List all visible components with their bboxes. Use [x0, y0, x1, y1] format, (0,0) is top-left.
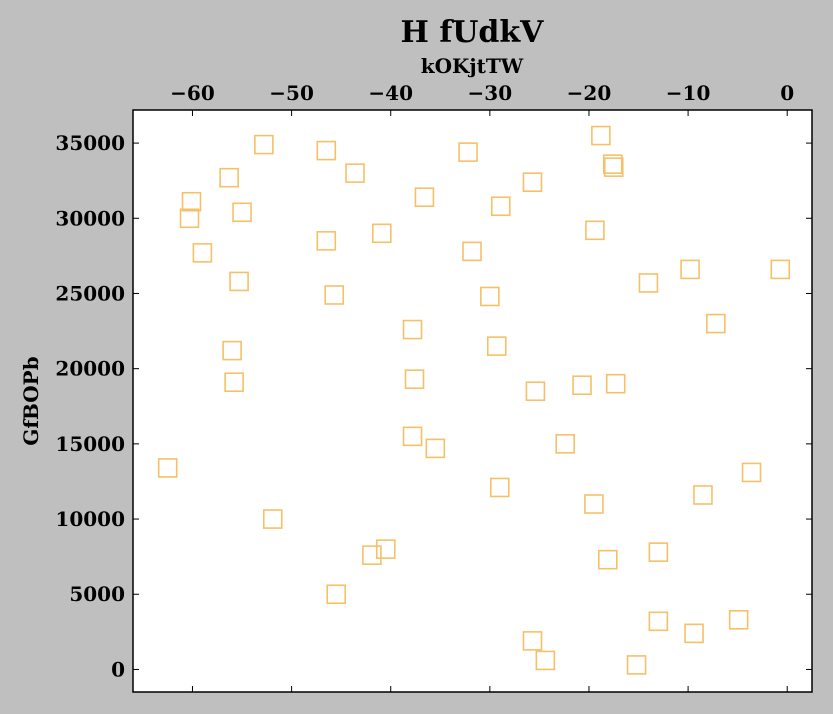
data-point	[375, 539, 396, 559]
y-tick-label: 10000	[55, 507, 125, 531]
data-point	[680, 259, 700, 280]
y-tick-label: 0	[111, 657, 125, 681]
data-point	[706, 313, 726, 334]
data-point	[535, 650, 556, 671]
x-tick-label: −30	[468, 81, 513, 105]
data-point	[219, 167, 239, 188]
y-axis-label: GfBOPb	[19, 356, 43, 445]
x-tick-label: −40	[368, 81, 413, 105]
x-axis-ticks: −60 −50 −40 −30 −20 −10 0	[170, 81, 794, 692]
chart-title: H fUdkV	[401, 15, 545, 50]
data-point	[262, 509, 283, 529]
data-point	[362, 545, 382, 565]
x-axis-label: kOKjtTW	[421, 54, 524, 78]
data-point	[522, 631, 543, 651]
data-point	[326, 584, 347, 605]
data-point	[591, 125, 611, 146]
data-point	[555, 434, 575, 454]
data-point	[638, 273, 659, 293]
data-point	[462, 241, 482, 262]
data-point	[684, 623, 704, 644]
data-point	[192, 243, 213, 263]
y-tick-label: 5000	[69, 582, 125, 606]
data-point	[486, 336, 507, 356]
data-point	[602, 154, 623, 174]
data-point	[345, 163, 365, 183]
x-tick-label: −20	[567, 81, 612, 105]
data-point	[522, 172, 543, 192]
data-point	[585, 220, 605, 241]
plot-area	[132, 109, 813, 693]
data-point	[229, 271, 249, 292]
data-point	[480, 286, 500, 307]
data-point	[490, 196, 511, 217]
data-point	[402, 426, 423, 447]
data-point	[572, 375, 592, 396]
data-point	[222, 340, 242, 361]
data-point	[402, 319, 423, 340]
data-point	[693, 485, 713, 505]
y-tick-label: 35000	[55, 131, 125, 155]
y-tick-label: 30000	[55, 206, 125, 230]
data-point	[316, 140, 337, 161]
data-point	[603, 157, 624, 177]
data-point	[316, 231, 337, 251]
data-point	[181, 191, 202, 212]
data-point	[324, 285, 345, 305]
data-point	[489, 477, 510, 498]
x-tick-label: 0	[780, 81, 794, 105]
data-point	[254, 134, 274, 155]
y-axis-ticks: 0 5000 10000 15000 20000 25000 30000 35000	[55, 131, 812, 681]
data-point	[372, 223, 392, 244]
data-point	[425, 438, 446, 459]
x-tick-label: −10	[666, 81, 711, 105]
data-point	[232, 202, 252, 223]
data-point	[584, 494, 604, 514]
data-point	[414, 187, 435, 208]
data-point	[525, 381, 546, 402]
y-tick-label: 25000	[55, 281, 125, 305]
data-point	[598, 549, 618, 570]
data-point	[157, 458, 178, 478]
data-point	[728, 610, 749, 630]
data-point	[404, 369, 425, 389]
x-tick-label: −60	[170, 81, 215, 105]
data-point	[770, 259, 791, 280]
data-point	[648, 611, 669, 632]
data-point	[648, 542, 669, 562]
data-point	[741, 462, 762, 483]
data-point	[224, 372, 244, 393]
x-tick-label: −50	[269, 81, 314, 105]
data-point	[626, 655, 647, 675]
data-points	[157, 125, 791, 675]
data-point	[458, 142, 478, 162]
y-tick-label: 15000	[55, 432, 125, 456]
y-tick-label: 20000	[55, 357, 125, 381]
data-point	[605, 373, 626, 394]
data-point	[179, 208, 200, 229]
